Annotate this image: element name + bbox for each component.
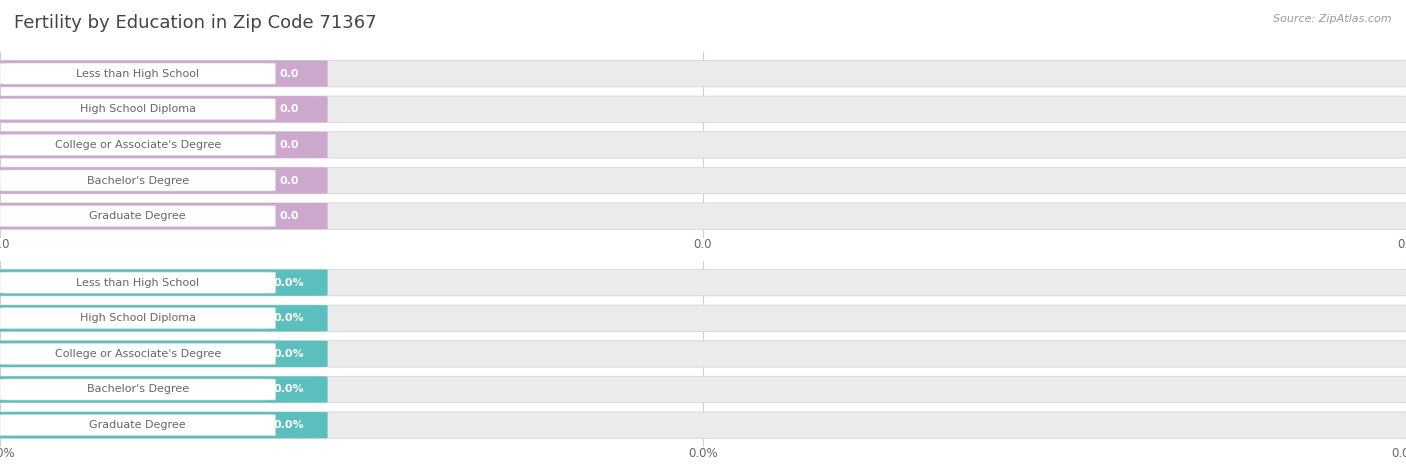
Text: 0.0: 0.0	[280, 68, 298, 79]
FancyBboxPatch shape	[0, 379, 276, 400]
FancyBboxPatch shape	[0, 305, 328, 332]
Text: 0.0%: 0.0%	[1391, 447, 1406, 460]
Text: Fertility by Education in Zip Code 71367: Fertility by Education in Zip Code 71367	[14, 14, 377, 32]
FancyBboxPatch shape	[0, 96, 1406, 123]
FancyBboxPatch shape	[0, 305, 1406, 332]
Text: 0.0%: 0.0%	[274, 277, 304, 288]
FancyBboxPatch shape	[0, 341, 328, 367]
Text: Graduate Degree: Graduate Degree	[90, 420, 186, 430]
FancyBboxPatch shape	[0, 63, 276, 84]
FancyBboxPatch shape	[0, 96, 328, 123]
FancyBboxPatch shape	[0, 167, 1406, 194]
FancyBboxPatch shape	[0, 272, 276, 293]
Text: 0.0%: 0.0%	[274, 384, 304, 395]
FancyBboxPatch shape	[0, 376, 1406, 403]
FancyBboxPatch shape	[0, 99, 276, 120]
Text: Graduate Degree: Graduate Degree	[90, 211, 186, 221]
FancyBboxPatch shape	[0, 170, 276, 191]
Text: College or Associate's Degree: College or Associate's Degree	[55, 349, 221, 359]
FancyBboxPatch shape	[0, 412, 328, 438]
Text: 0.0%: 0.0%	[274, 349, 304, 359]
Text: College or Associate's Degree: College or Associate's Degree	[55, 140, 221, 150]
Text: High School Diploma: High School Diploma	[80, 104, 195, 114]
FancyBboxPatch shape	[0, 341, 1406, 367]
FancyBboxPatch shape	[0, 308, 276, 329]
Text: 0.0%: 0.0%	[274, 313, 304, 323]
FancyBboxPatch shape	[0, 132, 1406, 158]
FancyBboxPatch shape	[0, 167, 328, 194]
Text: Less than High School: Less than High School	[76, 277, 200, 288]
FancyBboxPatch shape	[0, 203, 1406, 229]
FancyBboxPatch shape	[0, 60, 1406, 87]
Text: Less than High School: Less than High School	[76, 68, 200, 79]
Text: 0.0: 0.0	[0, 238, 10, 251]
Text: 0.0: 0.0	[280, 104, 298, 114]
FancyBboxPatch shape	[0, 376, 328, 403]
Text: 0.0: 0.0	[280, 211, 298, 221]
FancyBboxPatch shape	[0, 132, 328, 158]
Text: 0.0%: 0.0%	[0, 447, 15, 460]
FancyBboxPatch shape	[0, 343, 276, 364]
Text: High School Diploma: High School Diploma	[80, 313, 195, 323]
Text: Bachelor's Degree: Bachelor's Degree	[87, 384, 188, 395]
Text: Bachelor's Degree: Bachelor's Degree	[87, 175, 188, 186]
Text: Source: ZipAtlas.com: Source: ZipAtlas.com	[1274, 14, 1392, 24]
Text: 0.0: 0.0	[1396, 238, 1406, 251]
Text: 0.0%: 0.0%	[688, 447, 718, 460]
FancyBboxPatch shape	[0, 134, 276, 155]
FancyBboxPatch shape	[0, 60, 328, 87]
FancyBboxPatch shape	[0, 412, 1406, 438]
FancyBboxPatch shape	[0, 206, 276, 227]
FancyBboxPatch shape	[0, 269, 1406, 296]
FancyBboxPatch shape	[0, 269, 328, 296]
Text: 0.0: 0.0	[280, 140, 298, 150]
FancyBboxPatch shape	[0, 415, 276, 436]
Text: 0.0%: 0.0%	[274, 420, 304, 430]
Text: 0.0: 0.0	[693, 238, 713, 251]
FancyBboxPatch shape	[0, 203, 328, 229]
Text: 0.0: 0.0	[280, 175, 298, 186]
